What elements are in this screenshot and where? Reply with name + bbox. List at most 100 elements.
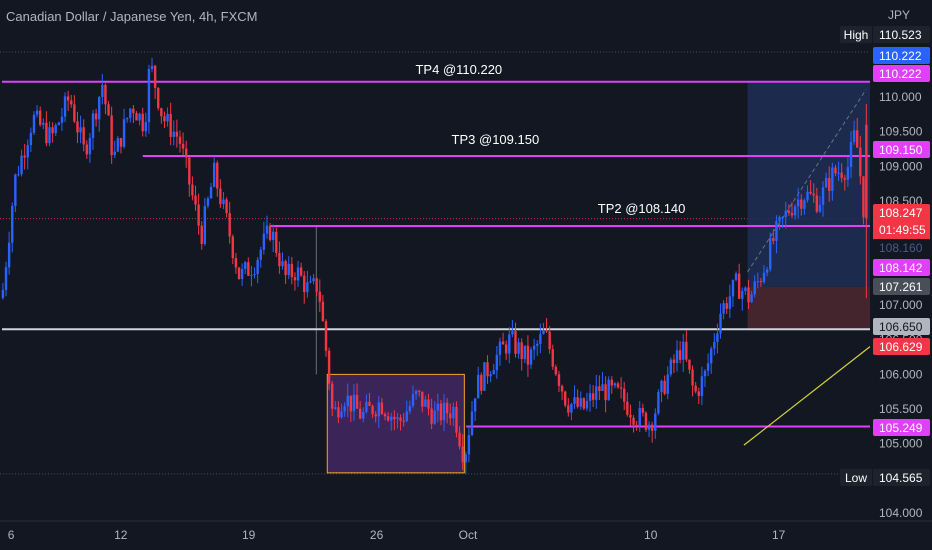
candle-body [616, 383, 620, 388]
candle-body [60, 116, 64, 123]
candle-body [225, 199, 228, 214]
candle-body [623, 388, 626, 402]
price-tick-label: 105.500 [879, 402, 923, 416]
price-badge-bg [873, 278, 930, 295]
candle-body [508, 334, 511, 354]
candle-body [346, 395, 349, 407]
candle-body [70, 100, 73, 105]
candle-body [122, 119, 126, 147]
candle-body [750, 294, 753, 303]
candle-body [365, 401, 368, 412]
candle-body [703, 370, 707, 377]
candle-body [629, 414, 632, 418]
candle-body [421, 391, 424, 407]
candle-body [299, 267, 303, 276]
price-badge: 108.142 [879, 261, 923, 275]
candle-body [641, 407, 645, 413]
candle-body [399, 417, 402, 421]
candle-body [265, 225, 269, 234]
candle-body [784, 210, 787, 217]
candle-body [144, 122, 148, 132]
price-tick-label: 110.000 [879, 90, 922, 104]
candle-body [101, 84, 104, 98]
price-axis[interactable]: JPY104.000104.500105.000105.500106.00010… [840, 0, 932, 550]
price-badge-bg [873, 419, 930, 436]
time-tick-label: 10 [644, 528, 658, 542]
candle-body [88, 137, 92, 155]
candle-body [539, 334, 542, 344]
candle-body [470, 411, 474, 436]
position-projection-line [747, 89, 867, 273]
candle-body [1, 289, 5, 299]
candle-body [386, 416, 390, 421]
price-badge: 110.222 [879, 49, 922, 63]
candle-body [337, 407, 340, 418]
time-axis[interactable]: 6 12 19 26 Oct 10 17 [0, 520, 932, 542]
candle-body [560, 385, 564, 392]
candle-body [455, 406, 458, 433]
candle-body [585, 400, 589, 409]
candle-body [200, 225, 203, 244]
candle-body [837, 172, 840, 174]
price-badge-bg [873, 469, 930, 486]
candle-body [278, 253, 281, 267]
candle-body [393, 416, 396, 420]
candle-body [76, 121, 79, 133]
candle-body [147, 69, 151, 123]
candle-body [461, 446, 464, 463]
candle-body [548, 331, 551, 350]
candle-body [11, 205, 14, 243]
candle-body [576, 397, 579, 407]
candle-body [551, 349, 554, 367]
candle-body [4, 267, 8, 290]
candle-body [759, 281, 763, 283]
price-badge-bg [873, 259, 930, 276]
candle-body [545, 330, 548, 332]
candle-body [678, 350, 682, 360]
candle-body [390, 416, 393, 421]
candle-body [713, 341, 716, 349]
candle-body [650, 424, 654, 431]
candle-body [79, 127, 82, 133]
candle-body [595, 386, 598, 400]
candle-body [237, 267, 241, 280]
candle-body [293, 277, 297, 281]
candle-body [203, 205, 207, 244]
candle-body [504, 344, 508, 354]
candle-body [812, 193, 815, 196]
candle-body [430, 408, 433, 424]
price-badge-bg [873, 141, 930, 158]
candle-body [141, 113, 144, 132]
time-tick-label: 17 [772, 528, 786, 542]
candle-body [377, 402, 381, 417]
candle-body [135, 113, 138, 121]
candle-body [862, 176, 865, 218]
candle-body [697, 391, 700, 396]
candle-body [520, 342, 523, 360]
candle-body [312, 278, 315, 282]
candle-body [321, 301, 325, 322]
candle-body [306, 282, 309, 293]
candle-body [358, 408, 362, 419]
candle-body [660, 380, 663, 392]
candle-body [411, 394, 415, 406]
price-badge-label: High [844, 28, 869, 42]
candle-body [119, 138, 123, 147]
candle-body [82, 127, 85, 145]
candle-body [654, 413, 657, 431]
candle-body [234, 258, 238, 268]
candle-body [734, 273, 738, 280]
candle-body [26, 145, 29, 158]
candle-body [172, 131, 175, 137]
currency-label: JPY [888, 8, 910, 22]
candle-body [778, 216, 781, 222]
candle-body [327, 350, 331, 384]
candle-body [672, 359, 676, 363]
candle-body [688, 359, 691, 370]
candle-body [340, 411, 343, 418]
candle-body [536, 343, 539, 346]
candle-body [753, 281, 756, 295]
price-badge-label-bg [840, 469, 872, 486]
candle-body [284, 261, 287, 275]
